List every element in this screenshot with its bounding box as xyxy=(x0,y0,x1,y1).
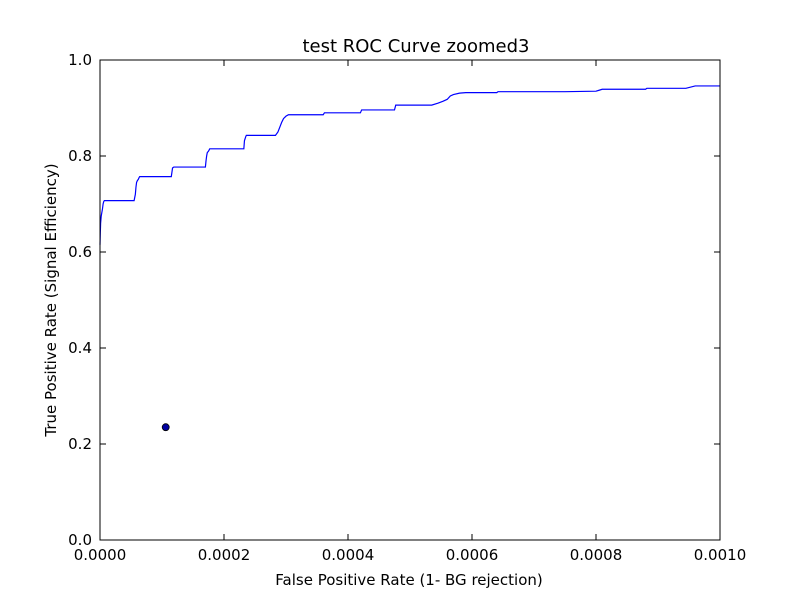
y-axis-ticks: 0.0 0.2 0.4 0.6 0.8 1.0 xyxy=(68,51,720,549)
x-axis-label: False Positive Rate (1- BG rejection) xyxy=(275,571,542,589)
x-tick-label: 0.0006 xyxy=(446,546,499,564)
working-point-marker xyxy=(161,423,170,432)
roc-curve-line xyxy=(99,85,720,245)
y-tick-label: 0.2 xyxy=(68,435,92,453)
y-tick-label: 0.6 xyxy=(68,243,92,261)
y-tick-label: 0.4 xyxy=(68,339,92,357)
chart-title: test ROC Curve zoomed3 xyxy=(302,36,529,57)
x-tick-label: 0.0004 xyxy=(322,546,375,564)
axes-frame xyxy=(99,59,721,541)
y-tick-label: 0.8 xyxy=(68,147,92,165)
y-tick-label: 0.0 xyxy=(68,531,92,549)
y-tick-label: 1.0 xyxy=(68,51,92,69)
y-axis-label: True Positive Rate (Signal Efficiency) xyxy=(42,163,60,437)
x-tick-label: 0.0010 xyxy=(694,546,747,564)
plot-area xyxy=(99,59,721,541)
x-tick-label: 0.0002 xyxy=(198,546,251,564)
x-tick-label: 0.0008 xyxy=(570,546,623,564)
x-tick-label: 0.0000 xyxy=(74,546,127,564)
x-axis-ticks: 0.0000 0.0002 0.0004 0.0006 0.0008 0.0010 xyxy=(74,60,747,564)
